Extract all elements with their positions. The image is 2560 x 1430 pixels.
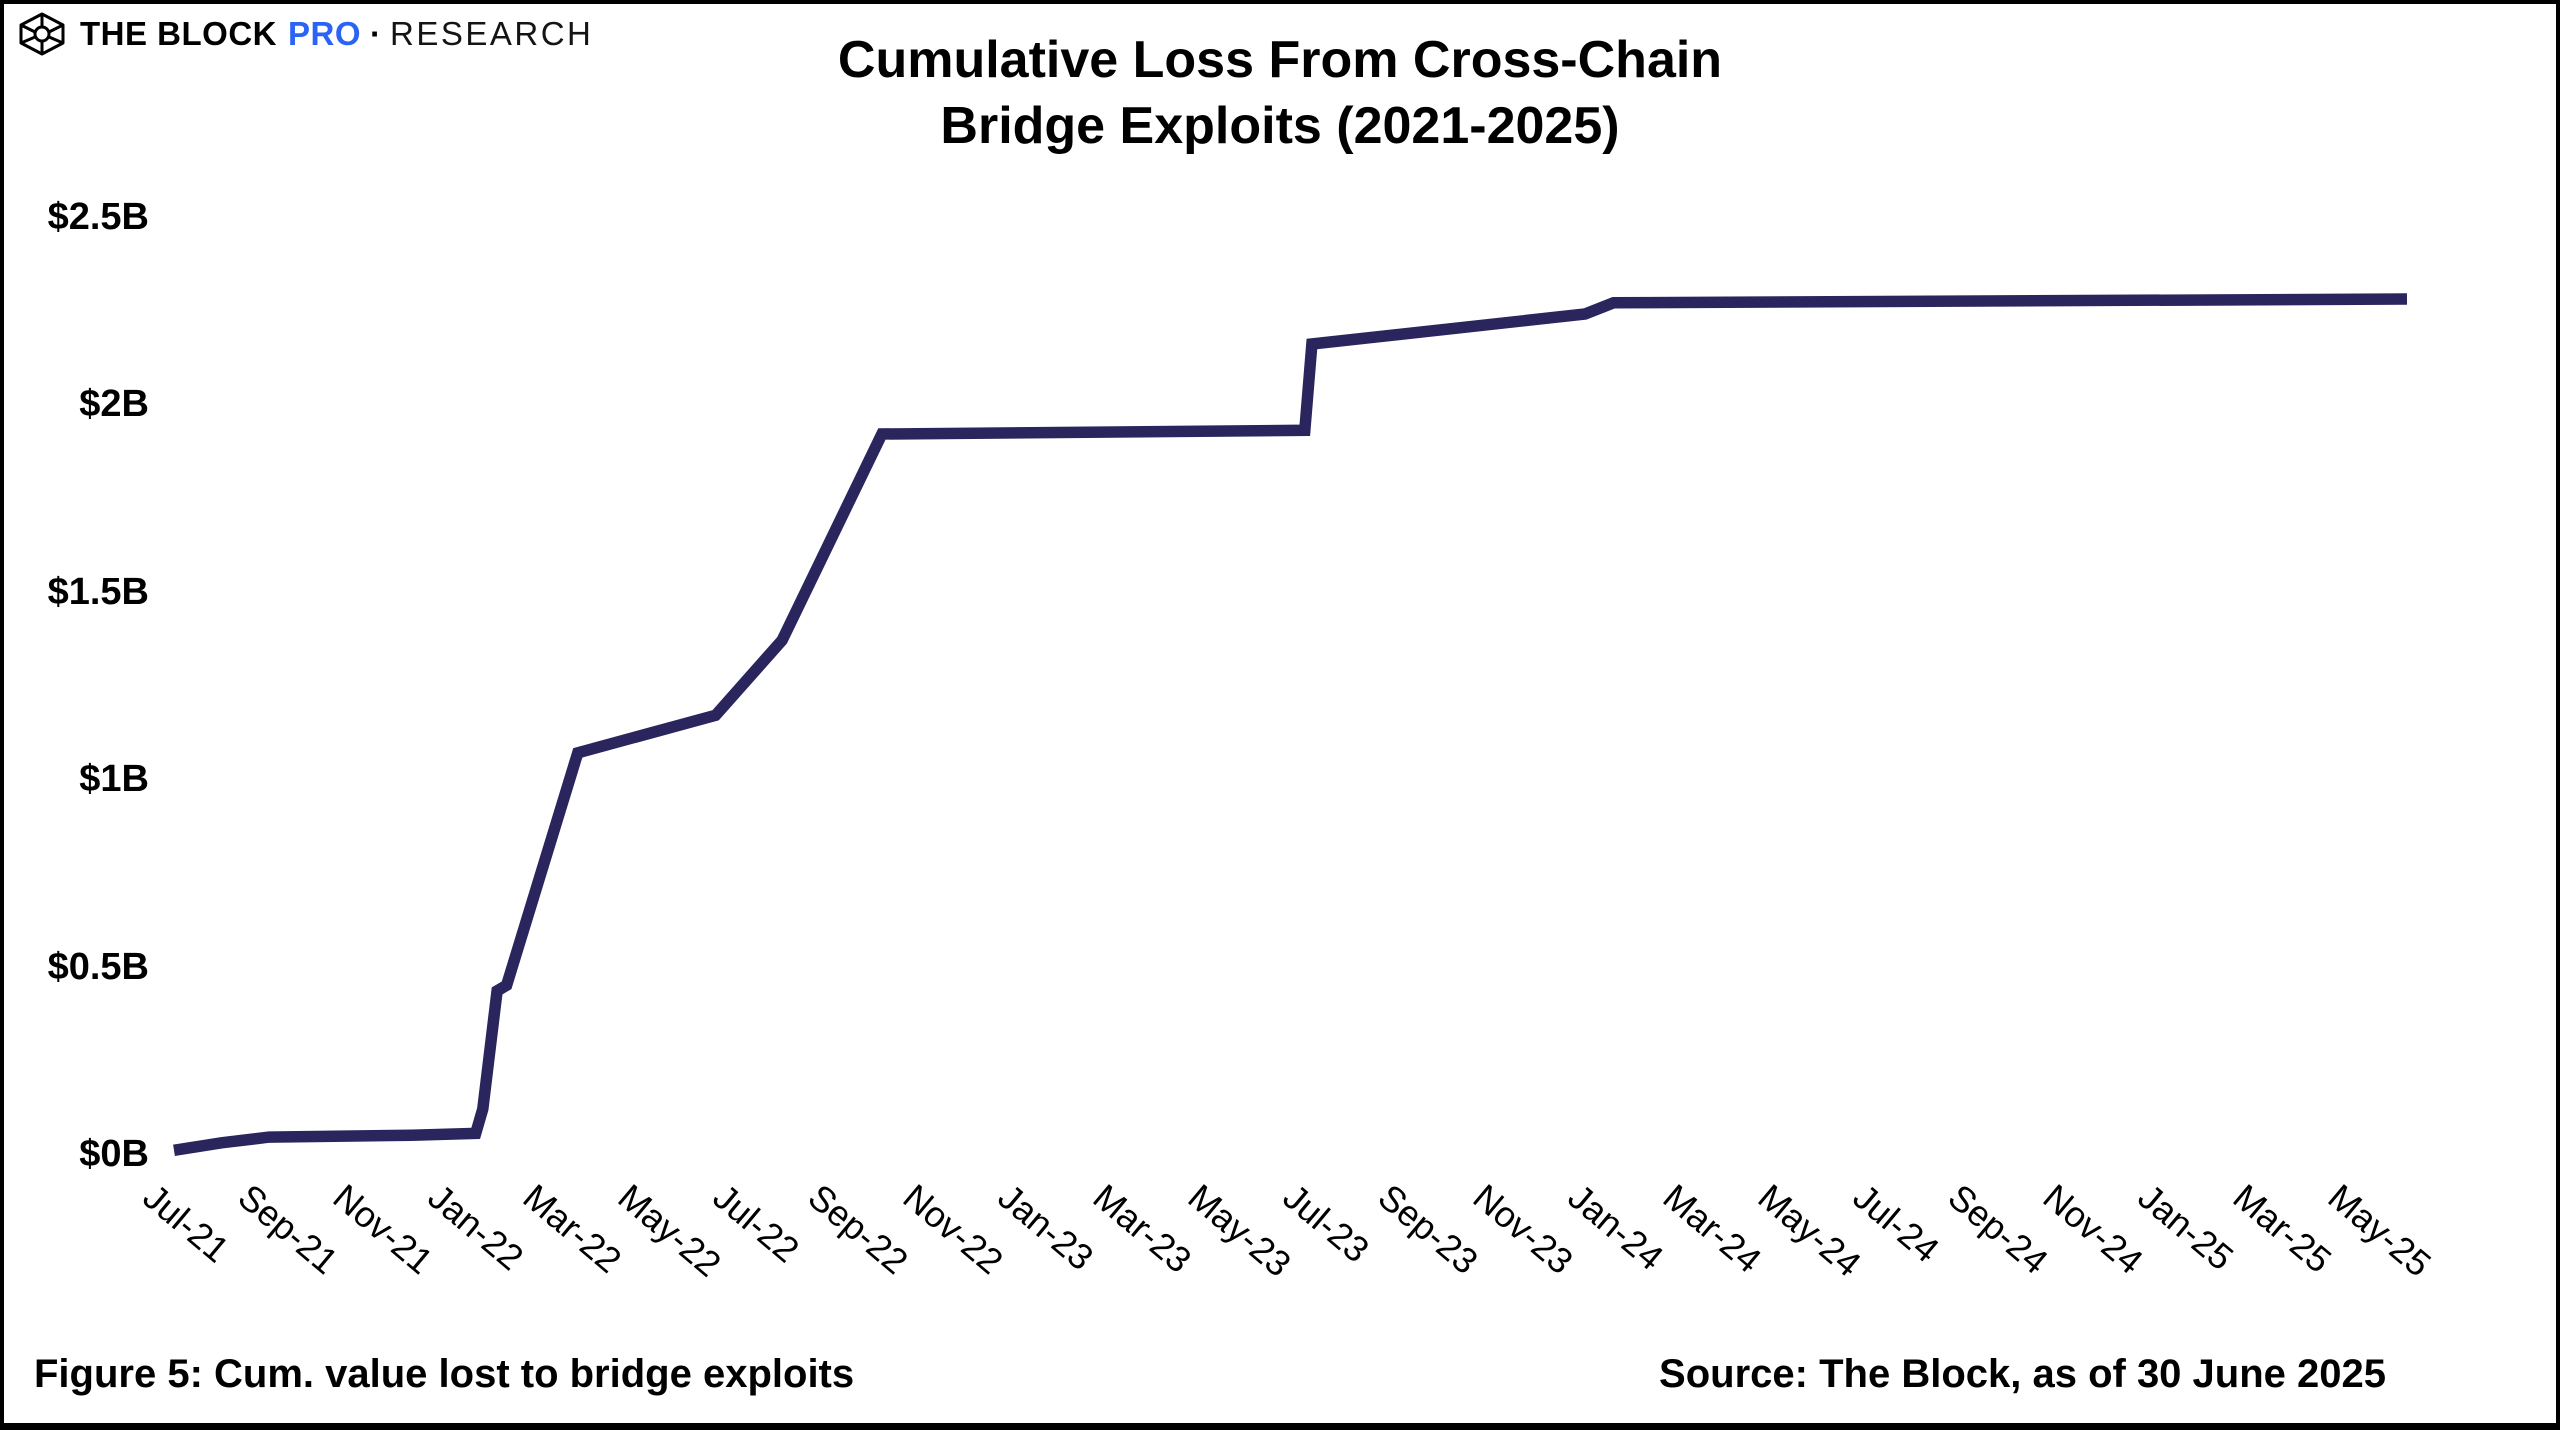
brand-name: THE BLOCK bbox=[80, 15, 277, 52]
plot-canvas bbox=[173, 293, 2408, 1156]
brand-wordmark: THE BLOCK PRO · RESEARCH bbox=[80, 15, 593, 53]
chart-title-line1: Cumulative Loss From Cross-Chain bbox=[837, 31, 1723, 89]
brand-pro-badge: PRO bbox=[288, 15, 362, 52]
source-note: Source: The Block, as of 30 June 2025 bbox=[1659, 1352, 2386, 1396]
y-axis-label: $1.5B bbox=[47, 570, 149, 613]
brand-research-label: RESEARCH bbox=[390, 15, 594, 52]
figure-caption: Figure 5: Cum. value lost to bridge expl… bbox=[34, 1352, 855, 1396]
y-axis-label: $2.5B bbox=[47, 195, 149, 238]
chart-title: Cumulative Loss From Cross-Chain Bridge … bbox=[4, 28, 2556, 159]
brand-header: THE BLOCK PRO · RESEARCH bbox=[18, 12, 593, 56]
the-block-cube-icon bbox=[19, 12, 65, 56]
y-axis-label: $1B bbox=[79, 758, 149, 800]
chart-title-line2: Bridge Exploits (2021-2025) bbox=[940, 96, 1620, 155]
cumulative-loss-line bbox=[173, 293, 2408, 1156]
y-axis-label: $2B bbox=[79, 383, 149, 425]
brand-separator-dot: · bbox=[370, 15, 382, 52]
y-axis-label: $0B bbox=[79, 1133, 149, 1175]
y-axis-label: $0.5B bbox=[47, 945, 149, 988]
